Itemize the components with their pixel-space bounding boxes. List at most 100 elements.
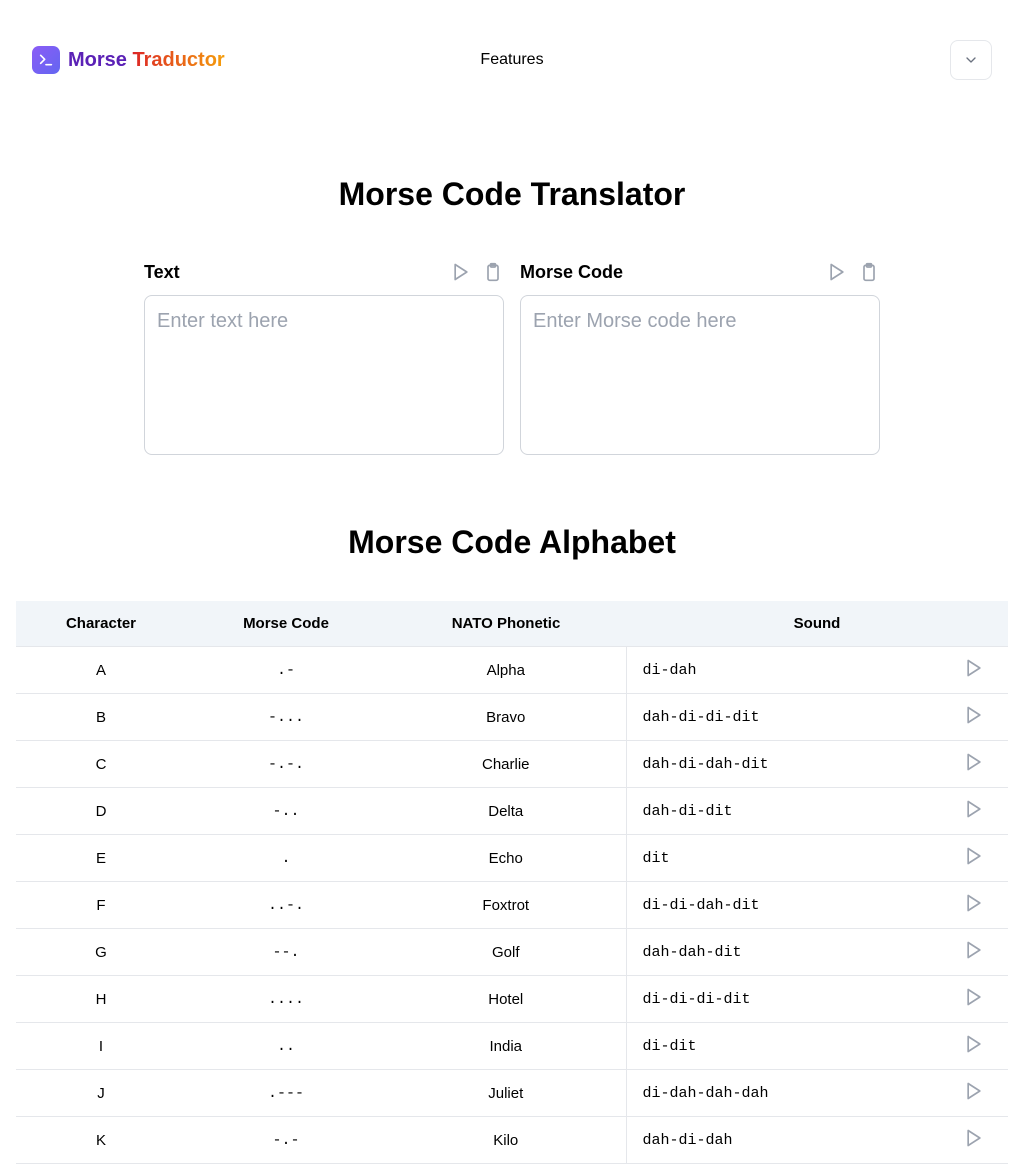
play-row-button[interactable]	[964, 846, 984, 866]
table-row: C-.-.Charliedah-di-dah-dit	[16, 741, 1008, 788]
cell-sound: di-dah	[626, 647, 948, 694]
brand-word-b: Traductor	[132, 49, 224, 71]
cell-play	[948, 647, 1008, 694]
morse-panel-label: Morse Code	[520, 262, 623, 283]
col-header-morse: Morse Code	[186, 601, 386, 647]
cell-play	[948, 835, 1008, 882]
play-icon	[827, 262, 847, 282]
cell-sound: di-di-di-dit	[626, 976, 948, 1023]
translator-panels: Text	[32, 261, 992, 460]
cell-nato: Hotel	[386, 976, 626, 1023]
cell-nato: Juliet	[386, 1070, 626, 1117]
table-row: H....Hoteldi-di-di-dit	[16, 976, 1008, 1023]
play-icon	[964, 846, 984, 866]
cell-morse: .-	[186, 647, 386, 694]
cell-nato: India	[386, 1023, 626, 1070]
alphabet-table-wrap: Character Morse Code NATO Phonetic Sound…	[16, 601, 1008, 1164]
cell-sound: dah-di-dit	[626, 788, 948, 835]
cell-morse: -..	[186, 788, 386, 835]
col-header-character: Character	[16, 601, 186, 647]
alphabet-title: Morse Code Alphabet	[32, 524, 992, 561]
cell-play	[948, 1023, 1008, 1070]
cell-character: A	[16, 647, 186, 694]
cell-play	[948, 976, 1008, 1023]
logo-icon	[32, 46, 60, 74]
table-row: E.Echodit	[16, 835, 1008, 882]
play-row-button[interactable]	[964, 752, 984, 772]
text-input[interactable]	[144, 295, 504, 455]
cell-sound: di-di-dah-dit	[626, 882, 948, 929]
header-dropdown-button[interactable]	[950, 40, 992, 80]
cell-morse: --.	[186, 929, 386, 976]
logo-text: Morse Traductor	[68, 49, 225, 72]
cell-sound: dah-di-dah-dit	[626, 741, 948, 788]
play-row-button[interactable]	[964, 1081, 984, 1101]
cell-morse: ..	[186, 1023, 386, 1070]
cell-play	[948, 882, 1008, 929]
text-panel-label: Text	[144, 262, 180, 283]
nav-features[interactable]: Features	[480, 51, 543, 69]
cell-character: K	[16, 1117, 186, 1164]
morse-input[interactable]	[520, 295, 880, 455]
play-row-button[interactable]	[964, 705, 984, 725]
page-title: Morse Code Translator	[32, 176, 992, 213]
play-icon	[964, 987, 984, 1007]
clipboard-icon	[859, 262, 879, 282]
cell-nato: Foxtrot	[386, 882, 626, 929]
cell-nato: Charlie	[386, 741, 626, 788]
chevron-down-icon	[963, 52, 979, 68]
play-row-button[interactable]	[964, 658, 984, 678]
copy-morse-button[interactable]	[858, 261, 880, 283]
cell-nato: Golf	[386, 929, 626, 976]
cell-play	[948, 929, 1008, 976]
play-row-button[interactable]	[964, 893, 984, 913]
cell-play	[948, 741, 1008, 788]
copy-text-button[interactable]	[482, 261, 504, 283]
cell-play	[948, 1117, 1008, 1164]
cell-character: B	[16, 694, 186, 741]
logo[interactable]: Morse Traductor	[32, 46, 225, 74]
play-icon	[964, 893, 984, 913]
table-row: D-..Deltadah-di-dit	[16, 788, 1008, 835]
cell-morse: .---	[186, 1070, 386, 1117]
play-icon	[964, 1081, 984, 1101]
cell-character: E	[16, 835, 186, 882]
play-row-button[interactable]	[964, 987, 984, 1007]
cell-character: J	[16, 1070, 186, 1117]
site-header: Morse Traductor Features	[0, 0, 1024, 80]
morse-panel: Morse Code	[520, 261, 880, 460]
cell-sound: dah-dah-dit	[626, 929, 948, 976]
cell-morse: ....	[186, 976, 386, 1023]
cell-character: G	[16, 929, 186, 976]
table-row: G--.Golfdah-dah-dit	[16, 929, 1008, 976]
table-row: K-.-Kilodah-di-dah	[16, 1117, 1008, 1164]
table-row: F..-.Foxtrotdi-di-dah-dit	[16, 882, 1008, 929]
play-icon	[451, 262, 471, 282]
play-icon	[964, 658, 984, 678]
play-row-button[interactable]	[964, 1034, 984, 1054]
text-panel: Text	[144, 261, 504, 460]
table-row: J.---Julietdi-dah-dah-dah	[16, 1070, 1008, 1117]
cell-morse: .	[186, 835, 386, 882]
cell-nato: Bravo	[386, 694, 626, 741]
play-morse-button[interactable]	[826, 261, 848, 283]
table-row: I..Indiadi-dit	[16, 1023, 1008, 1070]
play-icon	[964, 1128, 984, 1148]
cell-nato: Kilo	[386, 1117, 626, 1164]
cell-play	[948, 694, 1008, 741]
cell-sound: di-dit	[626, 1023, 948, 1070]
clipboard-icon	[483, 262, 503, 282]
cell-sound: dah-di-di-dit	[626, 694, 948, 741]
col-header-sound: Sound	[626, 601, 1008, 647]
play-row-button[interactable]	[964, 1128, 984, 1148]
cell-sound: di-dah-dah-dah	[626, 1070, 948, 1117]
play-text-button[interactable]	[450, 261, 472, 283]
table-row: A.-Alphadi-dah	[16, 647, 1008, 694]
play-row-button[interactable]	[964, 799, 984, 819]
cell-morse: -.-	[186, 1117, 386, 1164]
col-header-nato: NATO Phonetic	[386, 601, 626, 647]
cell-sound: dit	[626, 835, 948, 882]
play-row-button[interactable]	[964, 940, 984, 960]
play-icon	[964, 1034, 984, 1054]
cell-character: C	[16, 741, 186, 788]
